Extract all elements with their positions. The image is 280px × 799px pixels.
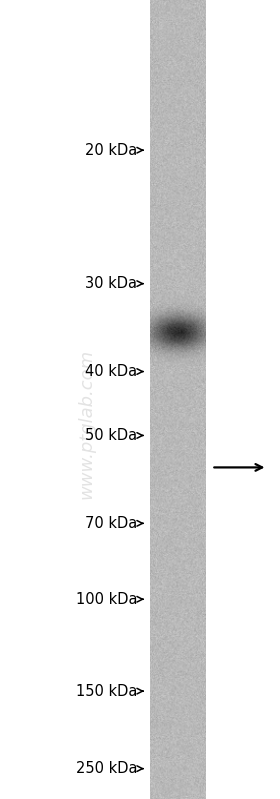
Text: 20 kDa: 20 kDa <box>85 143 137 157</box>
Text: 250 kDa: 250 kDa <box>76 761 137 776</box>
Text: 40 kDa: 40 kDa <box>85 364 137 379</box>
Text: 150 kDa: 150 kDa <box>76 684 137 698</box>
Text: 30 kDa: 30 kDa <box>85 276 137 291</box>
Text: 70 kDa: 70 kDa <box>85 516 137 531</box>
Text: www.ptglab.com: www.ptglab.com <box>78 348 96 499</box>
Text: 100 kDa: 100 kDa <box>76 592 137 606</box>
Text: 50 kDa: 50 kDa <box>85 428 137 443</box>
